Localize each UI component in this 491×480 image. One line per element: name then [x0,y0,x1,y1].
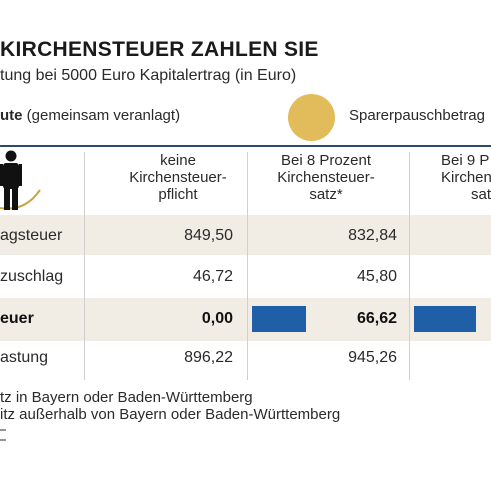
column-header-8-percent: Bei 8 Prozent Kirchensteuer- satz* [254,152,398,203]
bar-9-percent [414,306,476,332]
row-band-1 [0,215,491,255]
column-header-9-line1: Bei 9 P [441,152,490,169]
column-divider-3 [409,152,410,380]
column-header-9-line2: Kirchen [441,169,491,186]
row-label-1: agsteuer [0,227,63,244]
couple-label-bold: ute [0,107,23,124]
cell-3-none: 0,00 [201,310,233,327]
column-header-8-line2: Kirchensteuer- [277,169,375,186]
column-divider-1 [84,152,85,380]
cell-1-none: 849,50 [184,227,233,244]
allowance-label: Sparerpauschbetrag [349,107,485,124]
column-header-none-line1: keine [160,152,196,169]
column-header-9-percent: Bei 9 P Kirchen satz [415,152,491,203]
row-label-4: astung [0,349,49,366]
header-rule [0,145,491,147]
row-label-2: zuschlag [0,268,64,285]
column-header-9-line3: satz [471,186,491,203]
coin-icon [288,94,335,141]
cell-3-8: 66,62 [356,310,397,327]
column-header-8-line1: Bei 8 Prozent [280,152,372,169]
column-divider-2 [247,152,248,380]
cell-4-none: 896,22 [184,349,233,366]
cell-4-8: 945,26 [348,349,397,366]
row-label-3: euer [0,310,34,327]
column-header-8-line3: satz* [309,186,343,203]
bar-8-percent [252,306,306,332]
chart-title: KIRCHENSTEUER ZAHLEN SIE [0,38,319,61]
cell-1-8: 832,84 [348,227,397,244]
person-icon [0,150,22,210]
cell-2-8: 45,80 [356,268,397,285]
couple-label: ute (gemeinsam veranlagt) [0,107,180,124]
footnote-2: itz außerhalb von Bayern oder Baden-Würt… [0,406,341,423]
column-header-none-line2: Kirchensteuer- [129,169,227,186]
cell-2-none: 46,72 [192,268,233,285]
column-header-none-line3: pflicht [158,186,198,203]
couple-label-rest: (gemeinsam veranlagt) [22,107,181,124]
column-header-none: keine Kirchensteuer- pflicht [118,152,238,203]
chart-subtitle: tung bei 5000 Euro Kapitalertrag (in Eur… [0,67,297,84]
source-mark-icon [0,429,6,441]
footnote-1: tz in Bayern oder Baden-Württemberg [0,389,253,406]
